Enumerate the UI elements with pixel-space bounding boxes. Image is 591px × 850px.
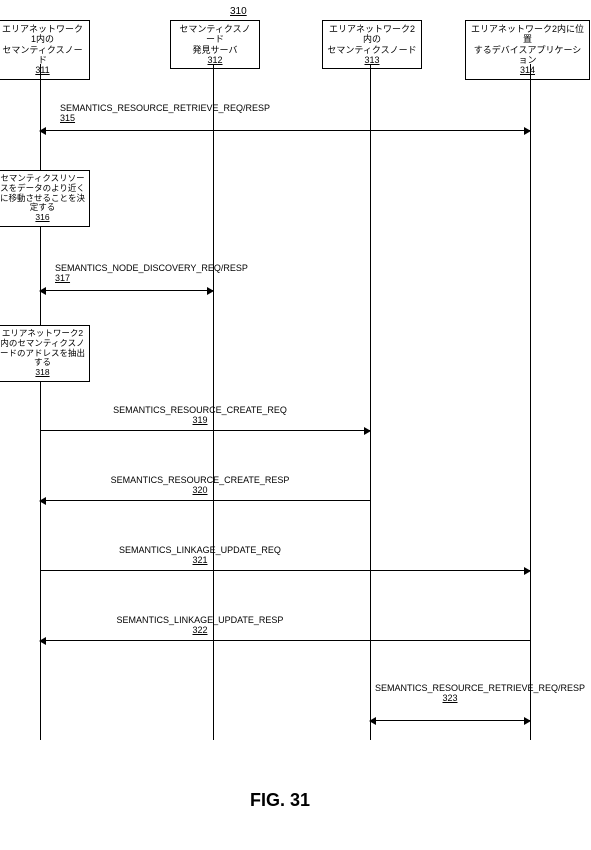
msg-322-text: SEMANTICS_LINKAGE_UPDATE_RESP [117,615,284,625]
diagram-ref: 310 [230,6,247,17]
msg-323-text: SEMANTICS_RESOURCE_RETRIEVE_REQ/RESP [375,683,585,693]
figure-label: FIG. 31 [250,790,310,811]
msg-317-text: SEMANTICS_NODE_DISCOVERY_REQ/RESP [55,263,248,273]
msg-323-label: SEMANTICS_RESOURCE_RETRIEVE_REQ/RESP 323 [375,684,525,704]
actor-4-line1: エリアネットワーク2内に位置 [470,24,585,45]
actor-box-4: エリアネットワーク2内に位置 するデバイスアプリケーション 314 [465,20,590,80]
msg-323-ref: 323 [442,693,457,703]
actor-1-line1: エリアネットワーク1内の [0,24,85,45]
process-316-box: セマンティクスリソースをデータのより近くに移動させることを決定する 316 [0,170,90,227]
msg-322-label: SEMANTICS_LINKAGE_UPDATE_RESP 322 [100,616,300,636]
actor-1-line2: セマンティクスノード [0,45,85,66]
lifeline-2 [213,64,214,740]
msg-319-arrow [40,430,370,431]
actor-2-line1: セマンティクスノード [175,24,255,45]
actor-4-line2: するデバイスアプリケーション [470,45,585,66]
actor-box-1: エリアネットワーク1内の セマンティクスノード 311 [0,20,90,80]
msg-321-label: SEMANTICS_LINKAGE_UPDATE_REQ 321 [100,546,300,566]
actor-2-ref: 312 [175,55,255,65]
msg-321-ref: 321 [192,555,207,565]
msg-315-ref: 315 [60,113,75,123]
msg-317-label: SEMANTICS_NODE_DISCOVERY_REQ/RESP 317 [55,264,255,284]
msg-315-arrow [40,130,530,131]
msg-321-text: SEMANTICS_LINKAGE_UPDATE_REQ [119,545,281,555]
msg-323-arrow [370,720,530,721]
actor-3-line2: セマンティクスノード [327,45,417,55]
process-316-ref: 316 [0,213,86,223]
msg-321-arrow [40,570,530,571]
actor-1-ref: 311 [0,65,85,75]
lifeline-3 [370,64,371,740]
msg-319-label: SEMANTICS_RESOURCE_CREATE_REQ 319 [100,406,300,426]
msg-320-ref: 320 [192,485,207,495]
actor-3-ref: 313 [327,55,417,65]
msg-322-arrow [40,640,530,641]
actor-box-2: セマンティクスノード 発見サーバ 312 [170,20,260,69]
process-318-text: エリアネットワーク2内のセマンティクスノードのアドレスを抽出する [0,329,86,368]
actor-2-line2: 発見サーバ [175,45,255,55]
process-318-ref: 318 [0,368,86,378]
msg-319-text: SEMANTICS_RESOURCE_CREATE_REQ [113,405,287,415]
lifeline-4 [530,64,531,740]
actor-4-ref: 314 [470,65,585,75]
msg-317-arrow [40,290,213,291]
actor-3-line1: エリアネットワーク2内の [327,24,417,45]
actor-box-3: エリアネットワーク2内の セマンティクスノード 313 [322,20,422,69]
msg-320-text: SEMANTICS_RESOURCE_CREATE_RESP [111,475,290,485]
msg-320-label: SEMANTICS_RESOURCE_CREATE_RESP 320 [100,476,300,496]
process-316-text: セマンティクスリソースをデータのより近くに移動させることを決定する [0,174,86,213]
msg-322-ref: 322 [192,625,207,635]
msg-319-ref: 319 [192,415,207,425]
msg-315-label: SEMANTICS_RESOURCE_RETRIEVE_REQ/RESP 315 [60,104,280,124]
msg-317-ref: 317 [55,273,70,283]
process-318-box: エリアネットワーク2内のセマンティクスノードのアドレスを抽出する 318 [0,325,90,382]
msg-315-text: SEMANTICS_RESOURCE_RETRIEVE_REQ/RESP [60,103,270,113]
msg-320-arrow [40,500,370,501]
